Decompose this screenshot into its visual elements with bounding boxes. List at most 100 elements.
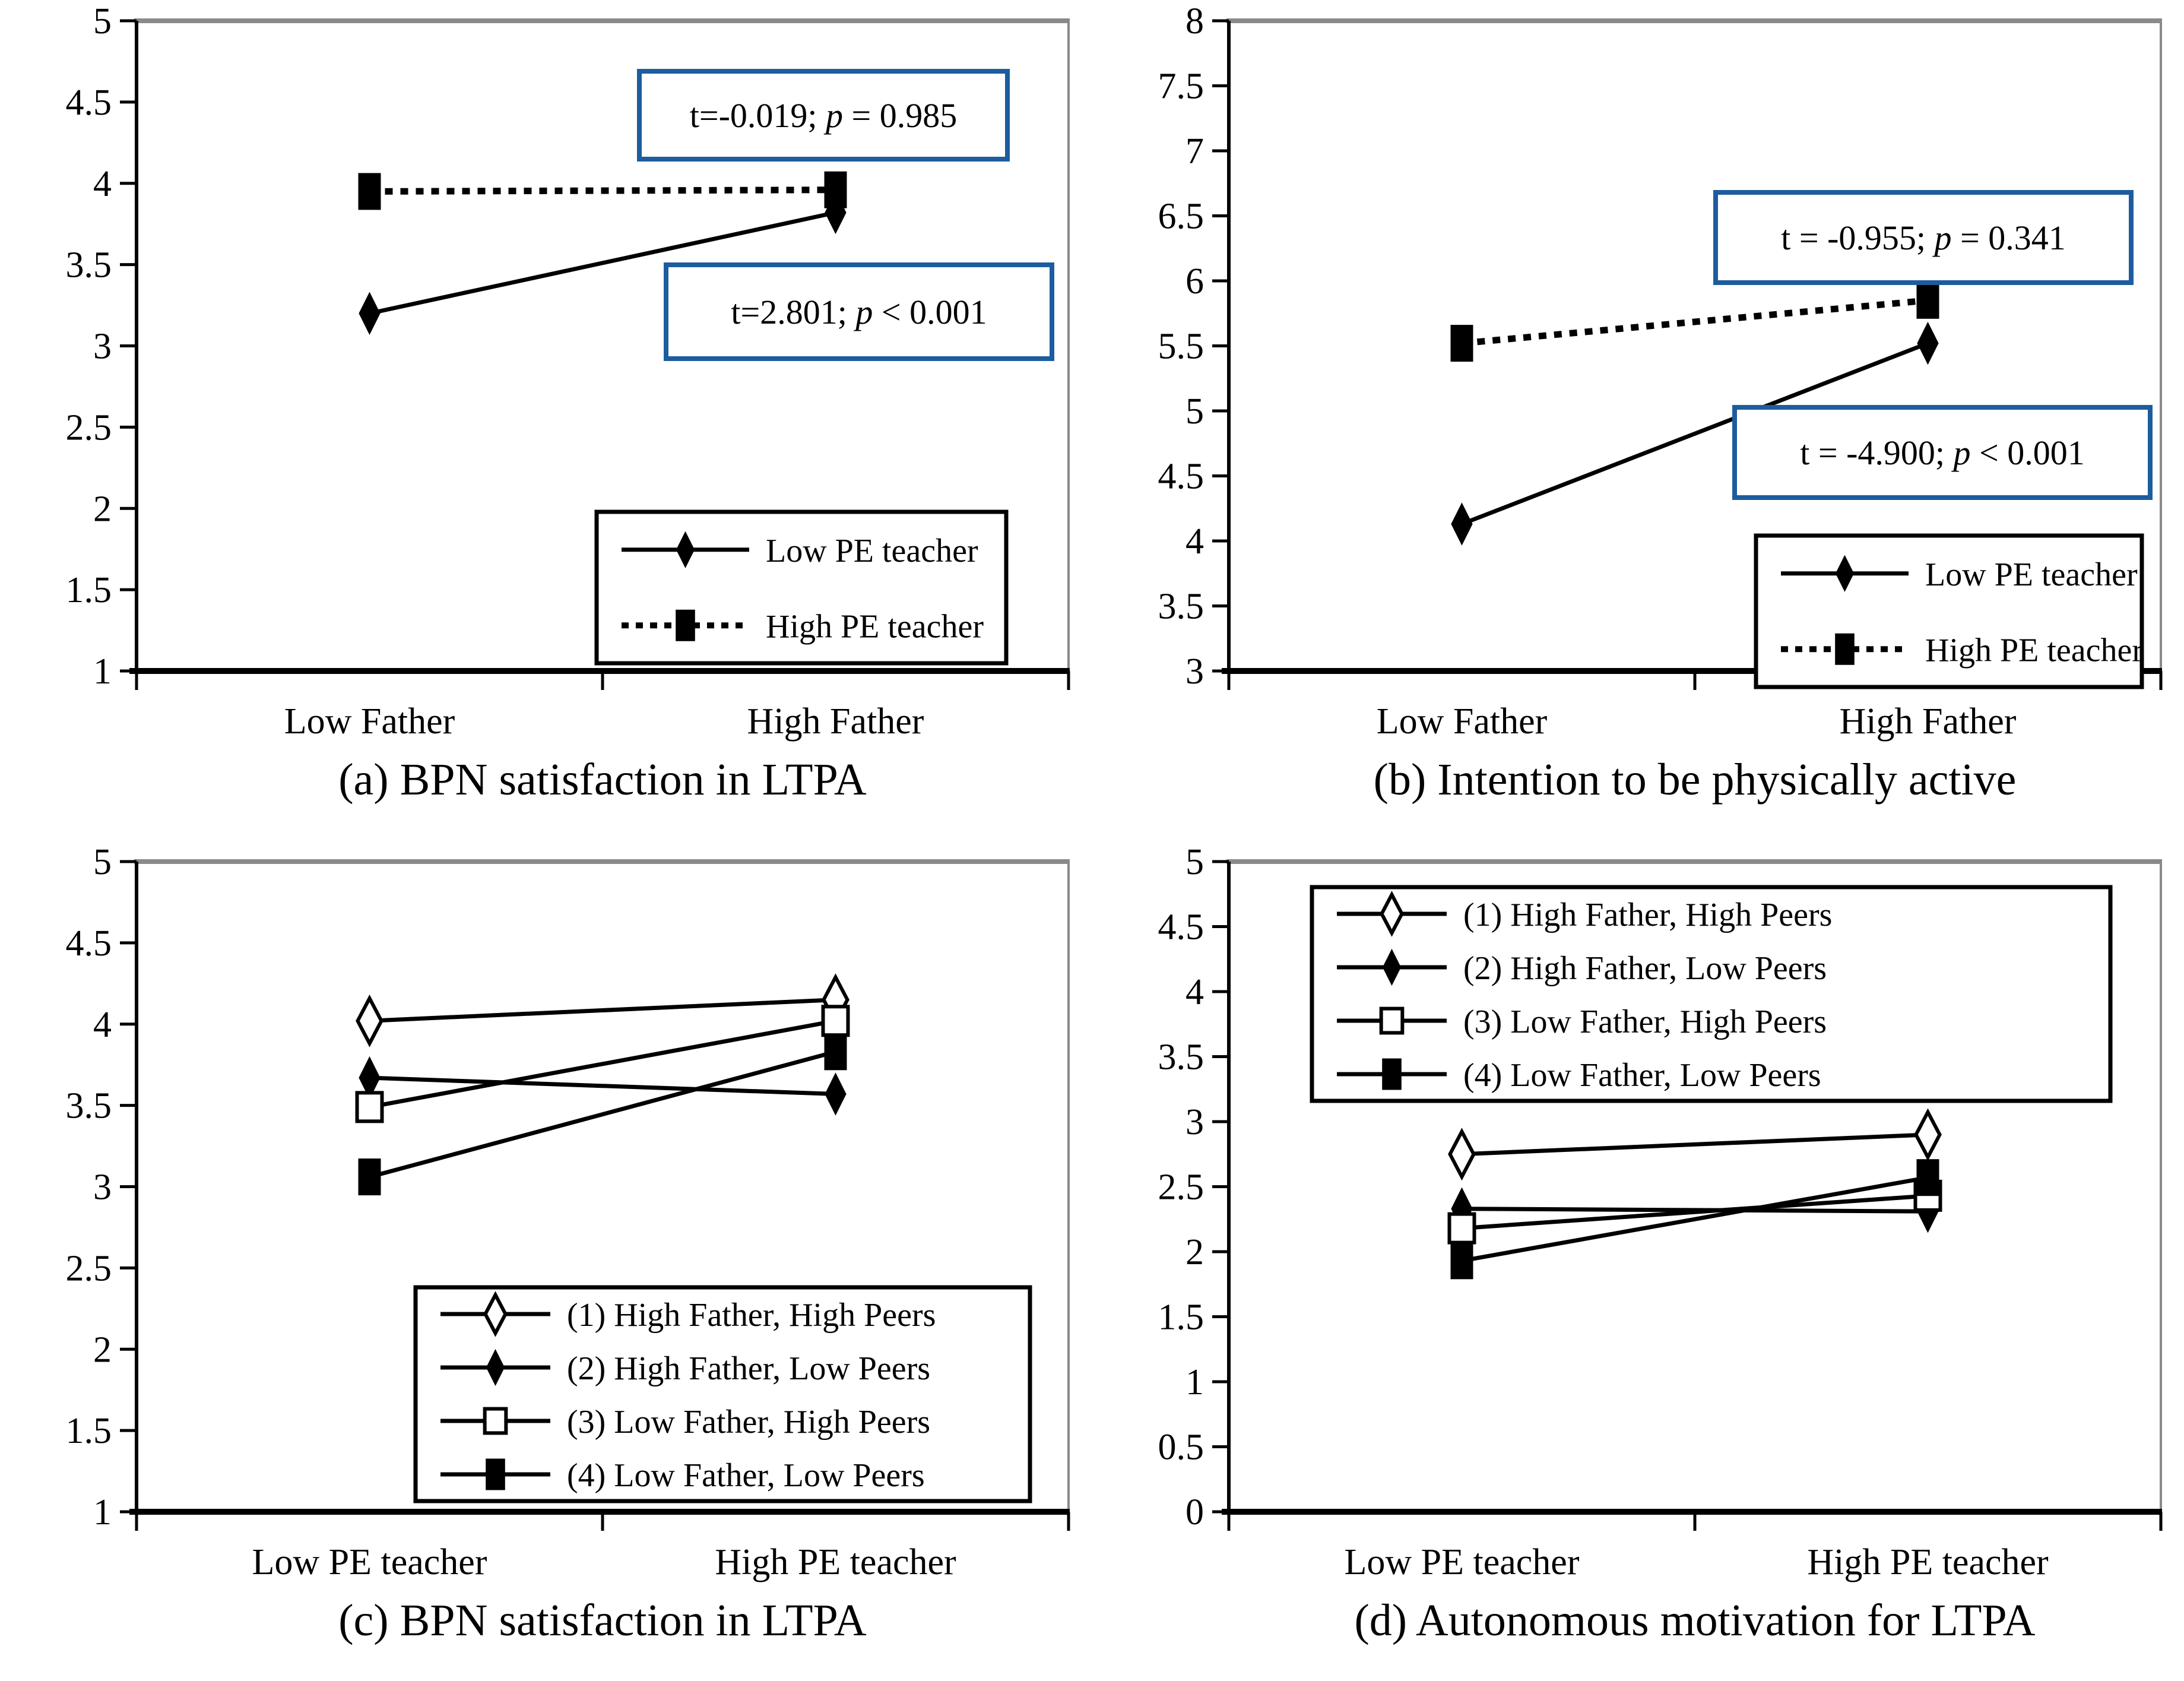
y-tick-label: 5 (93, 1, 112, 42)
annotation-text: t = -4.900; p < 0.001 (1800, 433, 2084, 472)
y-tick-label: 3 (1185, 651, 1204, 692)
y-tick-label: 4.5 (66, 83, 112, 123)
legend-label: (4) Low Father, Low Peers (1463, 1057, 1821, 1094)
marker-diamond-open (1448, 1128, 1476, 1181)
series-line-solid (369, 1075, 836, 1096)
marker-square-open (355, 1091, 384, 1123)
x-category-label: Low PE teacher (252, 1542, 487, 1582)
y-tick-label: 2.5 (66, 407, 112, 448)
annotation-box (664, 262, 1054, 361)
series-line-solid (1462, 1132, 1928, 1157)
legend-box (413, 1285, 1032, 1503)
y-tick-label: 4.5 (1158, 457, 1204, 497)
series-line-solid (369, 210, 836, 316)
marker-square-filled (824, 171, 847, 208)
x-category-label: Low Father (1377, 701, 1548, 742)
panel-c: 1 1.5 2 2.5 3 3.5 4 4.5 5 Low PE teacher High PE t… (0, 841, 1092, 1681)
legend-label: (2) High Father, Low Peers (1463, 950, 1827, 987)
marker-diamond-filled (825, 1072, 847, 1116)
y-tick-label: 2.5 (66, 1248, 112, 1289)
y-tick-label: 4 (1185, 972, 1204, 1012)
y-tick-label: 5 (1185, 391, 1204, 432)
marker-diamond-filled (676, 531, 695, 568)
annotation-text-part: t=2.801; (731, 293, 855, 331)
y-tick-label: 4.5 (66, 923, 112, 964)
series-line-solid (369, 998, 836, 1023)
panel-a: 1 1.5 2 2.5 3 3.5 4 4.5 5 Low Father High Father Lo… (0, 0, 1092, 841)
y-tick-label: 3.5 (66, 245, 112, 286)
y-tick-label: 7 (1185, 131, 1204, 172)
legend-label: Low PE teacher (1925, 556, 2138, 593)
annotation-text-part: t=-0.019; (690, 96, 826, 135)
legend-label: Low PE teacher (766, 533, 978, 569)
marker-diamond-open (483, 1291, 508, 1337)
y-tick-label: 2.5 (1158, 1167, 1204, 1208)
annotation-text: t=-0.019; p = 0.985 (690, 96, 957, 135)
marker-diamond-filled (1382, 948, 1402, 986)
marker-diamond-filled (1917, 321, 1939, 365)
marker-square-filled (1916, 281, 1939, 319)
chart-b-canvas: 3 3.5 4 4.5 5 5.5 6 6.5 7 7.5 8 Low Father High Fath… (1158, 1, 2163, 742)
x-category-label: High PE teacher (715, 1542, 956, 1582)
marker-diamond-filled (1451, 502, 1473, 546)
chart-b-caption: (b) Intention to be physically active (1373, 755, 2017, 805)
y-tick-label: 5 (1185, 842, 1204, 882)
y-tick-label: 1 (1185, 1362, 1204, 1403)
series-line-dashed (369, 186, 836, 195)
marker-diamond-filled (1835, 555, 1855, 592)
annotation-text-p: p (853, 293, 873, 331)
legend-label: (1) High Father, High Peers (1463, 897, 1832, 933)
series-line-solid (369, 1018, 836, 1109)
y-tick-label: 0 (1185, 1492, 1204, 1533)
marker-square-filled (486, 1458, 505, 1490)
marker-square-open (1447, 1212, 1476, 1245)
marker-square-filled (1916, 1159, 1939, 1196)
marker-square-filled (1450, 1242, 1473, 1280)
y-tick-label: 3 (93, 1167, 112, 1208)
legend-label: (2) High Father, Low Peers (567, 1350, 930, 1387)
x-category-label: High Father (1840, 701, 2017, 742)
legend-label: High PE teacher (766, 608, 984, 645)
chart-a-caption: (a) BPN satisfaction in LTPA (338, 755, 867, 805)
y-tick-label: 1 (93, 1492, 112, 1533)
annotation-box (637, 69, 1010, 162)
y-tick-label: 1.5 (66, 1411, 112, 1451)
annotation-text: t=2.801; p < 0.001 (731, 293, 987, 331)
y-tick-label: 1.5 (1158, 1297, 1204, 1338)
y-tick-label: 4 (93, 164, 112, 204)
chart-c-canvas: 1 1.5 2 2.5 3 3.5 4 4.5 5 Low PE teacher High PE t… (66, 842, 1070, 1582)
legend-label: (3) Low Father, High Peers (567, 1404, 930, 1441)
y-tick-label: 3 (93, 327, 112, 367)
y-tick-label: 1.5 (66, 570, 112, 610)
series-line-solid (1462, 1194, 1928, 1231)
y-tick-label: 6.5 (1158, 197, 1204, 237)
y-tick-label: 4.5 (1158, 907, 1204, 948)
y-tick-label: 8 (1185, 1, 1204, 42)
y-tick-label: 7.5 (1158, 67, 1204, 107)
panel-d: 0 0.5 1 1.5 2 2.5 3 3.5 4 4.5 5 Low PE teacher High … (1092, 841, 2184, 1681)
y-tick-label: 2 (1185, 1232, 1204, 1272)
y-tick-label: 3.5 (66, 1086, 112, 1126)
x-category-label: High Father (747, 701, 924, 742)
x-category-label: Low PE teacher (1345, 1542, 1580, 1582)
y-tick-label: 4 (1185, 521, 1204, 562)
series-line-solid (1461, 1175, 1929, 1263)
chart-a-canvas: 1 1.5 2 2.5 3 3.5 4 4.5 5 Low Father High Father Lo… (66, 1, 1070, 742)
annotation-text-p: p (823, 96, 843, 135)
marker-square-filled (358, 173, 381, 210)
marker-diamond-open (1914, 1108, 1942, 1161)
y-tick-label: 5.5 (1158, 327, 1204, 367)
annotation-text-part: = 0.341 (1952, 219, 2066, 257)
series-line-solid (369, 1049, 836, 1179)
annotation-box (1713, 190, 2134, 285)
chart-d-caption: (d) Autonomous motivation for LTPA (1354, 1595, 2036, 1645)
marker-diamond-filled (486, 1348, 505, 1386)
marker-square-filled (358, 1158, 381, 1196)
legend-label: (4) Low Father, Low Peers (567, 1457, 925, 1494)
x-category-label: Low Father (284, 701, 455, 742)
marker-diamond-open (356, 994, 383, 1047)
panel-b: 3 3.5 4 4.5 5 5.5 6 6.5 7 7.5 8 Low Father High Fath… (1092, 0, 2184, 841)
marker-square-filled (676, 609, 695, 641)
annotation-text-part: t = -0.955; (1781, 219, 1934, 257)
